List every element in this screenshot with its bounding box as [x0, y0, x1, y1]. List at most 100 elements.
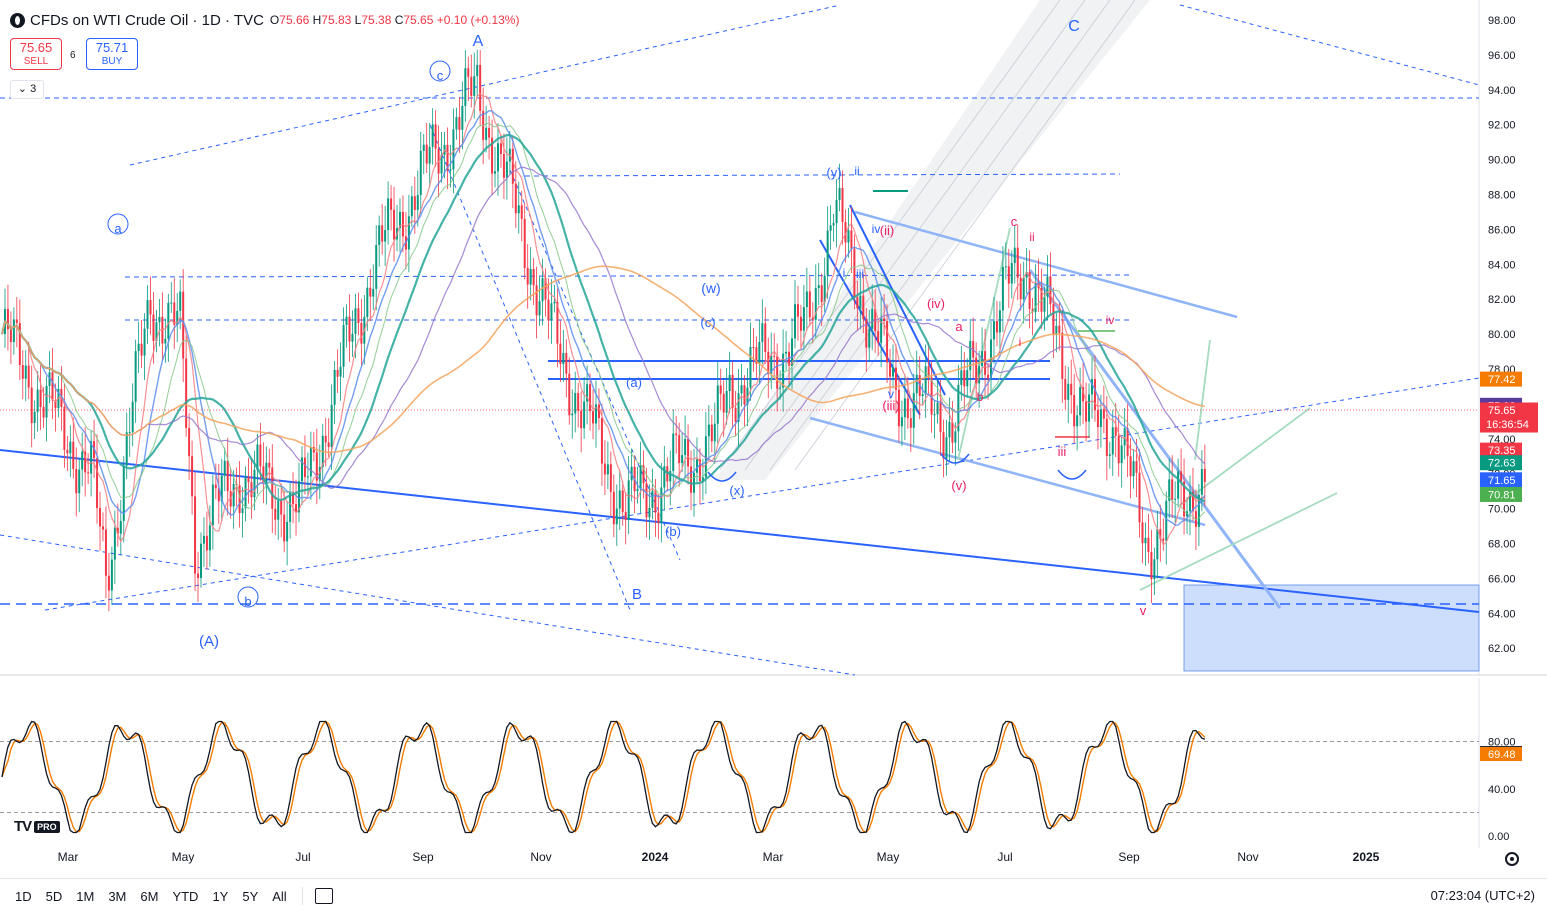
candle-body — [208, 525, 211, 551]
candle-body — [1141, 522, 1144, 544]
range-1y[interactable]: 1Y — [212, 888, 229, 904]
price-chart[interactable]: 98.00 96.00 94.00 92.00 90.00 88.00 86.00 84.00… — [0, 0, 1547, 676]
candle-body — [176, 310, 179, 325]
range-ytd[interactable]: YTD — [172, 888, 199, 904]
candle-body — [128, 432, 131, 434]
candle-body — [152, 314, 155, 341]
sell-button[interactable]: 75.65 SELL — [10, 38, 62, 70]
tradingview-logo[interactable]: TV PRO — [14, 818, 60, 835]
gear-icon[interactable] — [1505, 852, 1519, 866]
candle-body — [390, 198, 393, 210]
candle-body — [716, 385, 719, 424]
dashed-trendline — [44, 377, 1480, 611]
candle-body — [146, 300, 149, 329]
candle-body — [948, 421, 951, 438]
elliott-wave-label: b — [977, 390, 984, 404]
candle-body — [211, 484, 214, 526]
range-1m[interactable]: 1M — [76, 888, 95, 904]
candle-body — [1138, 472, 1141, 523]
range-5y[interactable]: 5Y — [242, 888, 259, 904]
wedge-leg — [1028, 269, 1282, 609]
candle-body — [306, 476, 309, 478]
candle-body — [69, 441, 72, 454]
candle-body — [268, 462, 271, 468]
candle-body — [889, 362, 892, 377]
candle-body — [289, 492, 292, 522]
candle-body — [627, 480, 630, 520]
candle-body — [1183, 481, 1186, 517]
candle-body — [595, 404, 597, 424]
candle-body — [749, 347, 752, 388]
wave-label-circle — [429, 60, 451, 82]
candle-body — [36, 389, 39, 412]
candle-body — [624, 512, 627, 520]
range-1d[interactable]: 1D — [15, 888, 32, 904]
buy-button[interactable]: 75.71 BUY — [86, 38, 138, 70]
candle-body — [660, 487, 663, 524]
candle-body — [259, 444, 262, 467]
candle-body — [1031, 308, 1034, 313]
candle-body — [15, 319, 18, 324]
candle-body — [194, 496, 197, 574]
range-all[interactable]: All — [272, 888, 287, 904]
candle-body — [167, 302, 170, 339]
candle-body — [1165, 500, 1168, 541]
candle-body — [1132, 461, 1135, 477]
candle-body — [1200, 469, 1203, 495]
candle-body — [458, 117, 461, 130]
candle-body — [256, 444, 259, 470]
candle-body — [262, 466, 265, 483]
candle-body — [357, 308, 360, 323]
elliott-wave-label: (ii) — [880, 223, 894, 238]
candle-body — [220, 475, 223, 502]
candle-body — [900, 417, 903, 427]
candle-body — [550, 303, 553, 321]
elliott-wave-label: A — [473, 33, 484, 50]
candle-body — [84, 451, 87, 473]
range-6m[interactable]: 6M — [140, 888, 159, 904]
candle-body — [847, 230, 850, 243]
symbol-title[interactable]: CFDs on WTI Crude Oil · 1D · TVC — [30, 11, 264, 29]
candle-body — [502, 153, 505, 178]
candle-body — [672, 433, 675, 472]
candle-body — [170, 302, 173, 304]
candle-body — [476, 65, 479, 77]
candle-body — [651, 490, 654, 508]
candle-body — [663, 466, 666, 488]
range-5d[interactable]: 5D — [45, 888, 63, 904]
candle-body — [975, 357, 978, 384]
candle-body — [1120, 445, 1123, 464]
green-trendline — [1194, 339, 1211, 461]
moving-average-line — [0, 134, 1206, 503]
candle-body — [12, 319, 15, 342]
candle-body — [687, 438, 690, 467]
target-zone — [1183, 584, 1480, 672]
stoch-d-line — [1, 720, 1206, 834]
symbol-legend[interactable]: CFDs on WTI Crude Oil · 1D · TVC O75.66 … — [10, 8, 519, 32]
candle-body — [535, 285, 538, 316]
candle-body — [425, 144, 428, 164]
range-3m[interactable]: 3M — [108, 888, 127, 904]
elliott-wave-label: c — [1011, 214, 1018, 229]
dashed-trendline — [1179, 4, 1480, 86]
candle-body — [1082, 387, 1085, 402]
moving-average-line — [1, 166, 1206, 490]
indicators-toggle[interactable]: ⌄ 3 — [10, 80, 44, 99]
candle-body — [606, 464, 609, 475]
wave-arc — [707, 471, 737, 482]
calendar-icon[interactable] — [314, 888, 333, 904]
elliott-wave-label: (w) — [701, 280, 720, 296]
candle-body — [998, 310, 1001, 333]
candle-body — [33, 411, 36, 423]
candle-body — [758, 341, 761, 364]
candle-body — [710, 424, 713, 442]
clock[interactable]: 07:23:04 (UTC+2) — [1430, 888, 1535, 903]
candle-body — [526, 267, 529, 285]
candle-body — [859, 295, 862, 309]
candle-body — [330, 404, 333, 447]
elliott-wave-label: (iv) — [927, 296, 945, 311]
candle-body — [603, 463, 606, 475]
candle-body — [419, 150, 422, 195]
stochastic-oscillator-pane[interactable]: 80.0040.000.0070.2669.48MarMayJulSepNov2… — [0, 678, 1547, 878]
candle-body — [1061, 332, 1064, 380]
